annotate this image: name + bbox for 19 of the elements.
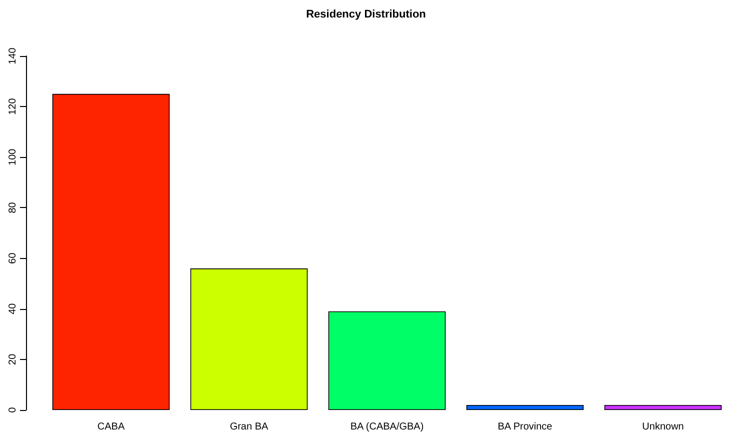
y-tick-label: 40: [8, 302, 18, 314]
x-tick-label: BA (CABA/GBA): [350, 422, 424, 432]
x-tick-label: BA Province: [498, 422, 553, 432]
bar: [466, 404, 584, 410]
y-tick-label: 140: [8, 47, 18, 64]
bar: [604, 404, 722, 410]
y-tick-label: 100: [8, 148, 18, 166]
x-tick-label: Unknown: [642, 422, 684, 432]
y-tick-label: 80: [8, 202, 18, 214]
y-tick-label: 0: [8, 406, 18, 413]
y-tick-label: 120: [8, 98, 18, 115]
chart-title: Residency Distribution: [306, 8, 426, 20]
bar: [190, 268, 308, 410]
bar: [52, 94, 170, 410]
y-tick-label: 60: [8, 252, 18, 264]
bar: [328, 311, 446, 410]
y-tick-label: 20: [8, 353, 18, 365]
x-tick-label: CABA: [97, 422, 125, 432]
x-tick-label: Gran BA: [230, 422, 268, 432]
